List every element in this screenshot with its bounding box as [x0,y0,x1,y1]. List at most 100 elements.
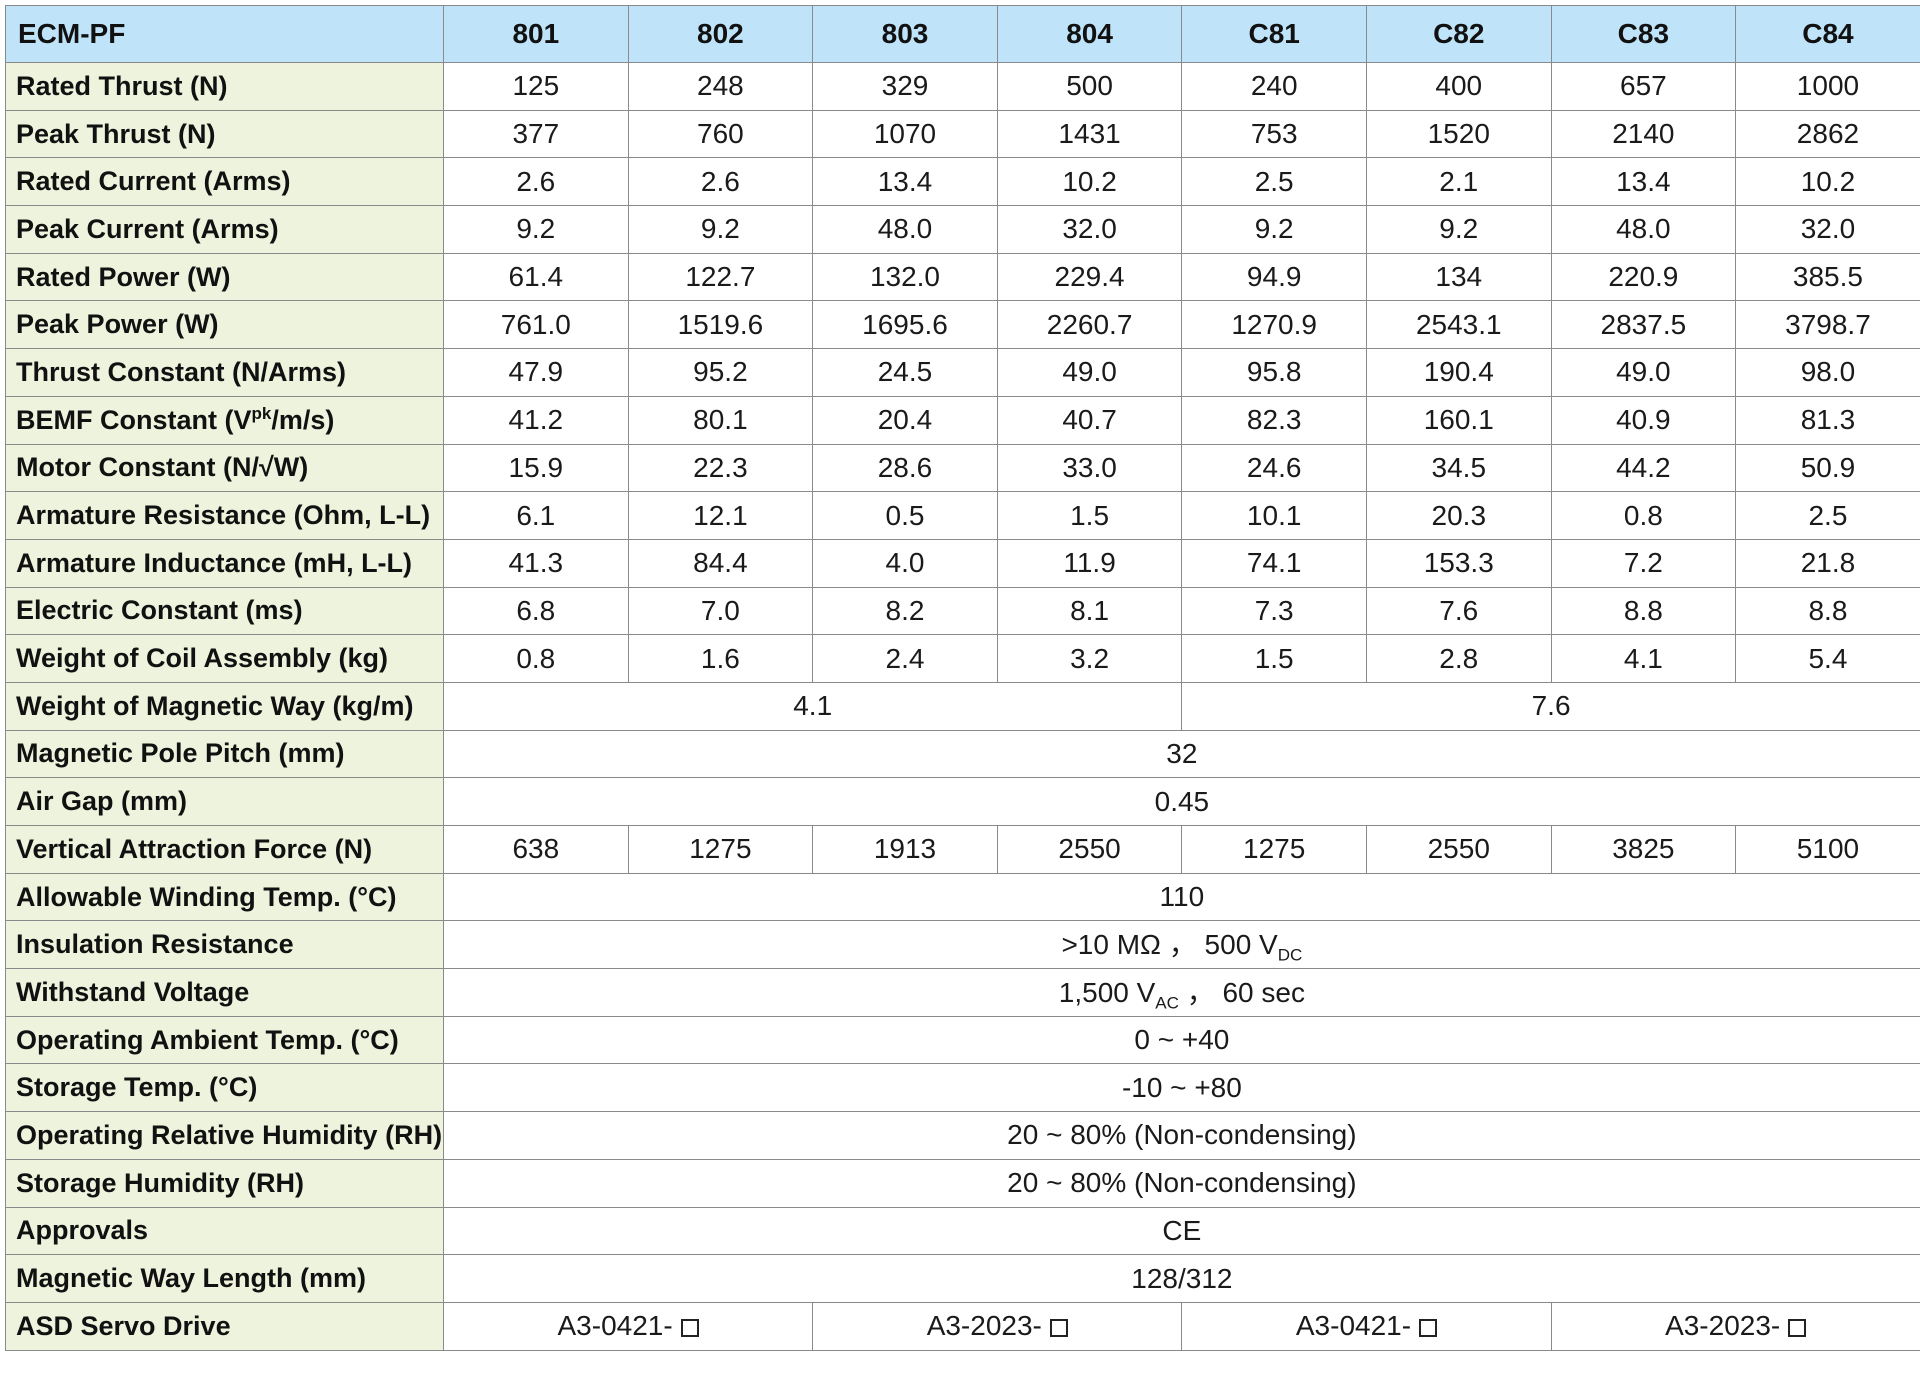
row-coil-weight: Weight of Coil Assembly (kg) 0.8 1.6 2.4… [5,634,1920,683]
row-label: Peak Current (Arms) [5,205,444,254]
table-cell: 10.2 [1735,157,1920,207]
table-cell: 74.1 [1181,538,1367,588]
row-vertical-attraction: Vertical Attraction Force (N) 638 1275 1… [5,825,1920,874]
row-motor-constant: Motor Constant (N/√W) 15.9 22.3 28.6 33.… [5,443,1920,493]
table-cell: 2260.7 [996,300,1183,350]
table-cell: 110 [443,872,1920,922]
row-operating-temp: Operating Ambient Temp. (°C) 0 ~ +40 [5,1015,1920,1065]
row-label: Electric Constant (ms) [5,586,444,636]
table-cell: 32.0 [1735,205,1920,254]
table-cell: 7.0 [627,586,814,636]
table-cell: 1270.9 [1181,300,1367,350]
table-cell: 3.2 [996,634,1183,683]
header-corner: ECM-PF [5,5,444,63]
row-label: Rated Current (Arms) [5,157,444,207]
row-label: Armature Resistance (Ohm, L-L) [5,491,444,540]
square-box-icon [680,1319,699,1338]
table-cell: 8.8 [1735,586,1920,636]
table-cell: 1913 [812,825,998,874]
table-cell: 2837.5 [1550,300,1737,350]
table-cell: 400 [1365,62,1552,111]
table-cell: CE [443,1206,1920,1256]
table-cell: 98.0 [1735,348,1920,397]
table-cell: 4.1 [1550,634,1737,683]
row-label: Approvals [5,1206,444,1256]
row-label: BEMF Constant (Vpk/m/s) [5,395,444,445]
table-cell: 9.2 [443,205,629,254]
table-cell: 1275 [627,825,814,874]
table-cell: 2.6 [443,157,629,207]
row-label: Air Gap (mm) [5,777,444,826]
table-cell: 49.0 [996,348,1183,397]
table-cell: 760 [627,109,814,159]
table-cell: 5100 [1735,825,1920,874]
table-cell: A3-0421- [442,1301,814,1351]
table-cell: 20 ~ 80% (Non-condensing) [443,1158,1920,1208]
table-cell: 657 [1550,62,1737,111]
table-cell: 6.8 [443,586,629,636]
square-box-icon [1419,1319,1438,1338]
table-cell: 32.0 [996,205,1183,254]
table-cell: 1520 [1365,109,1552,159]
header-model: C83 [1550,5,1737,63]
table-cell: 32 [443,729,1920,779]
table-cell: 41.3 [443,538,629,588]
row-withstand-voltage: Withstand Voltage 1,500 VAC ， 60 sec [5,968,1920,1017]
row-label: Vertical Attraction Force (N) [5,825,444,874]
row-label: Peak Thrust (N) [5,109,444,159]
row-label: Operating Relative Humidity (RH) [5,1111,444,1160]
table-cell: 21.8 [1735,538,1920,588]
row-armature-resistance: Armature Resistance (Ohm, L-L) 6.1 12.1 … [5,491,1920,540]
value-text: A3-0421- [1295,1310,1412,1342]
table-cell: 2.4 [812,634,998,683]
row-label: Storage Humidity (RH) [5,1158,444,1208]
row-air-gap: Air Gap (mm) 0.45 [5,777,1920,826]
row-label: Weight of Coil Assembly (kg) [5,634,444,683]
row-label: Magnetic Way Length (mm) [5,1254,444,1303]
row-label: Storage Temp. (°C) [5,1063,444,1113]
table-cell: 2.6 [627,157,814,207]
table-cell: 385.5 [1735,252,1920,302]
table-cell: 13.4 [812,157,998,207]
table-cell: 2862 [1735,109,1920,159]
table-cell: 8.1 [996,586,1183,636]
table-cell: 4.0 [812,538,998,588]
table-cell: 2.5 [1735,491,1920,540]
table-cell: 40.9 [1550,395,1737,445]
table-cell: 190.4 [1365,348,1552,397]
table-cell: 20.3 [1365,491,1552,540]
table-cell: 2140 [1550,109,1737,159]
table-cell: 4.1 [442,681,1183,731]
row-rated-power: Rated Power (W) 61.4 122.7 132.0 229.4 9… [5,252,1920,302]
row-rated-thrust: Rated Thrust (N) 125 248 329 500 240 400… [5,62,1920,111]
row-winding-temp: Allowable Winding Temp. (°C) 110 [5,872,1920,922]
value-text: A3-2023- [1665,1310,1781,1342]
row-operating-humidity: Operating Relative Humidity (RH) 20 ~ 80… [5,1111,1920,1160]
table-cell: 240 [1181,62,1367,111]
label-superscript: pk [251,404,272,424]
table-cell: 0.8 [1550,491,1737,540]
square-box-icon [1788,1319,1807,1338]
table-cell: 2.1 [1365,157,1552,207]
header-model: 803 [812,5,998,63]
table-cell: 41.2 [443,395,629,445]
table-cell: 9.2 [1365,205,1552,254]
table-cell: 0.5 [812,491,998,540]
table-cell: 0.8 [443,634,629,683]
table-cell: 7.3 [1181,586,1367,636]
table-cell: 7.6 [1365,586,1552,636]
row-magnetic-way-length: Magnetic Way Length (mm) 128/312 [5,1254,1920,1303]
table-cell: 3798.7 [1735,300,1920,350]
table-cell: 1070 [812,109,998,159]
row-label: Insulation Resistance [5,920,444,970]
table-cell: 1.6 [627,634,814,683]
table-cell: 1000 [1735,62,1920,111]
table-cell: 10.1 [1181,491,1367,540]
table-cell: 24.5 [812,348,998,397]
row-label: Weight of Magnetic Way (kg/m) [5,681,444,731]
table-cell: 15.9 [443,443,629,493]
table-cell: 34.5 [1365,443,1552,493]
table-cell: 248 [627,62,814,111]
header-model: C81 [1181,5,1367,63]
row-bemf-constant: BEMF Constant (Vpk/m/s) 41.2 80.1 20.4 4… [5,395,1920,445]
